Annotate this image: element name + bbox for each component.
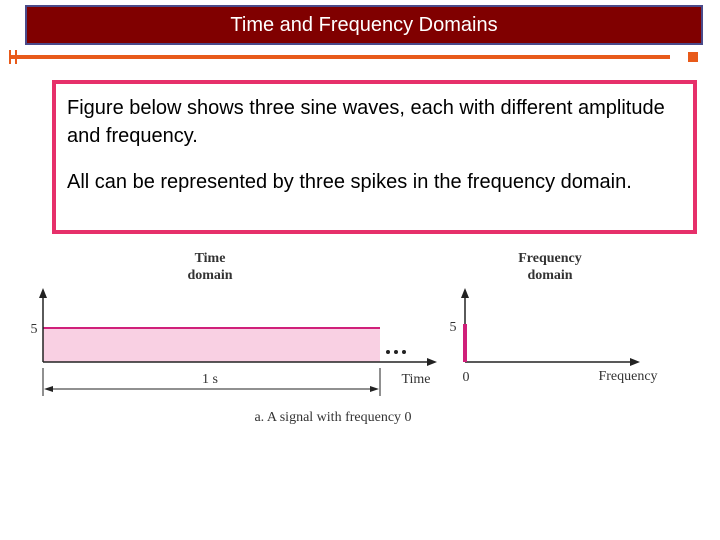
arrow [39,288,47,298]
dot [402,350,406,354]
origin-label: 0 [463,370,470,385]
paragraph: All can be represented by three spikes i… [67,171,632,193]
arrow [427,358,437,366]
signal-area [43,328,380,362]
amplitude-label: 5 [450,320,457,335]
arrow [370,386,379,392]
arrow [44,386,53,392]
dot [394,350,398,354]
arrow [630,358,640,366]
axis-label: Frequency [598,369,657,384]
time-title: domain [187,268,232,283]
freq-title: Frequency [518,251,582,266]
freq-title: domain [527,268,572,283]
text-box: Figure below shows three sine waves, eac… [52,80,697,234]
amplitude-label: 5 [31,322,38,337]
axis-label: Time [401,372,430,387]
dot [386,350,390,354]
arrow [461,288,469,298]
title-bar: Time and Frequency Domains [25,5,703,45]
rule-square [688,52,698,62]
paragraph: Figure below shows three sine waves, eac… [67,97,665,147]
time-title: Time [195,251,226,266]
caption: a. A signal with frequency 0 [254,410,411,425]
duration-label: 1 s [202,372,218,387]
